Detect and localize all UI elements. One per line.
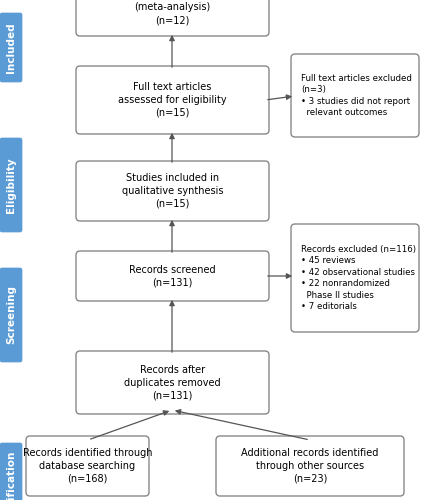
FancyBboxPatch shape: [0, 268, 22, 362]
Text: Records after
duplicates removed
(n=131): Records after duplicates removed (n=131): [124, 364, 221, 400]
Text: Additional records identified
through other sources
(n=23): Additional records identified through ot…: [241, 448, 379, 484]
Text: Screening: Screening: [6, 286, 16, 344]
FancyBboxPatch shape: [76, 351, 269, 414]
FancyBboxPatch shape: [26, 436, 149, 496]
FancyBboxPatch shape: [76, 161, 269, 221]
Text: Eligibility: Eligibility: [6, 157, 16, 213]
Text: Included: Included: [6, 22, 16, 73]
Text: Full text articles excluded
(n=3)
• 3 studies did not report
  relevant outcomes: Full text articles excluded (n=3) • 3 st…: [301, 74, 412, 117]
Text: Full text articles
assessed for eligibility
(n=15): Full text articles assessed for eligibil…: [118, 82, 227, 118]
FancyBboxPatch shape: [0, 443, 22, 500]
Text: Studies included in
qualitative synthesis
(n=15): Studies included in qualitative synthesi…: [122, 173, 223, 209]
FancyBboxPatch shape: [291, 54, 419, 137]
FancyBboxPatch shape: [76, 0, 269, 36]
Text: Records excluded (n=116)
• 45 reviews
• 42 observational studies
• 22 nonrandomi: Records excluded (n=116) • 45 reviews • …: [301, 245, 416, 311]
Text: Identification: Identification: [6, 450, 16, 500]
FancyBboxPatch shape: [216, 436, 404, 496]
Text: Studies included in
quantitative synthesis
(meta-analysis)
(n=12): Studies included in quantitative synthes…: [118, 0, 227, 25]
FancyBboxPatch shape: [0, 138, 22, 232]
FancyBboxPatch shape: [0, 13, 22, 82]
Text: Records identified through
database searching
(n=168): Records identified through database sear…: [23, 448, 152, 484]
Text: Records screened
(n=131): Records screened (n=131): [129, 264, 216, 287]
FancyBboxPatch shape: [76, 251, 269, 301]
FancyBboxPatch shape: [76, 66, 269, 134]
FancyBboxPatch shape: [291, 224, 419, 332]
